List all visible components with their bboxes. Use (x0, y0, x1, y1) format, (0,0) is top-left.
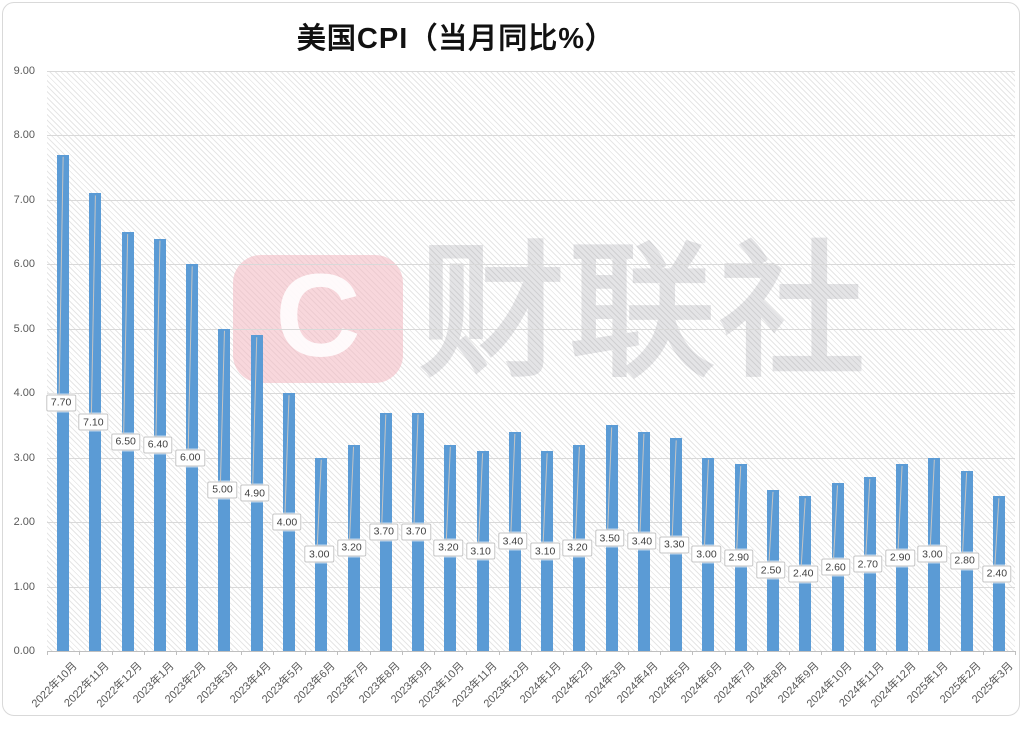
gridline (47, 393, 1015, 395)
data-label: 6.40 (143, 436, 173, 454)
data-label: 3.10 (465, 542, 496, 560)
chart-title: 美国CPI（当月同比%） (296, 23, 616, 55)
data-label: 3.70 (369, 523, 399, 541)
gridline (47, 71, 1015, 72)
axis-tick (756, 651, 758, 655)
axis-tick (176, 651, 178, 655)
data-label: 3.00 (691, 545, 722, 563)
axis-tick (724, 651, 726, 655)
y-tick-label: 2.00 (13, 516, 35, 529)
data-label: 3.20 (562, 539, 593, 557)
data-label: 3.20 (433, 539, 464, 557)
axis-tick (821, 651, 823, 655)
axis-tick (79, 651, 81, 655)
axis-tick (918, 651, 920, 655)
axis-tick (692, 651, 694, 655)
axis-tick (1015, 651, 1016, 655)
chart-card: 美国CPI（当月同比%） C 财联社 7.70 7.10 6.50 6.40 6.00 5… (2, 2, 1020, 716)
data-label: 2.70 (853, 555, 883, 573)
data-label: 7.70 (46, 394, 76, 412)
y-tick-label: 5.00 (13, 322, 35, 335)
logo-letter: C (275, 250, 361, 382)
data-label: 3.30 (659, 536, 689, 554)
data-label: 3.50 (594, 529, 625, 547)
axis-tick (466, 651, 468, 655)
axis-tick (47, 651, 48, 655)
axis-tick (337, 651, 339, 655)
axis-tick (305, 651, 307, 655)
axis-tick (853, 651, 855, 655)
data-label: 2.50 (756, 561, 786, 579)
axis-tick (369, 651, 371, 655)
gridline (47, 135, 1015, 137)
gridline (47, 586, 1015, 588)
data-label: 2.80 (949, 552, 980, 570)
axis-tick (950, 651, 952, 655)
axis-tick (240, 651, 242, 655)
data-label: 3.00 (304, 545, 334, 563)
y-tick-label: 6.00 (13, 258, 35, 271)
axis-tick (563, 651, 565, 655)
y-tick-label: 7.00 (13, 193, 35, 206)
watermark: C 财联社 (47, 71, 1015, 651)
data-label: 5.00 (207, 481, 238, 499)
data-label: 2.90 (885, 549, 915, 567)
data-label: 4.90 (240, 484, 270, 502)
gridline (47, 457, 1015, 459)
axis-tick (660, 651, 662, 655)
axis-tick (498, 651, 500, 655)
data-label: 3.40 (627, 532, 657, 550)
axis-tick (982, 651, 984, 655)
data-label: 4.00 (272, 513, 302, 531)
data-label: 2.40 (982, 565, 1012, 583)
axis-tick (208, 651, 210, 655)
data-label: 3.20 (336, 539, 367, 557)
y-tick-label: 4.00 (13, 387, 35, 400)
axis-tick (531, 651, 532, 655)
data-label: 3.10 (530, 542, 560, 560)
watermark-text: 财联社 (419, 231, 869, 394)
gridline (47, 328, 1015, 330)
data-label: 3.40 (498, 532, 528, 550)
axis-tick (272, 651, 274, 655)
gridline (47, 264, 1015, 266)
data-label: 2.60 (820, 558, 851, 576)
axis-tick (595, 651, 597, 655)
y-tick-label: 3.00 (13, 451, 35, 464)
data-label: 7.10 (78, 413, 109, 431)
y-tick-label: 0.00 (13, 645, 35, 657)
data-label: 3.00 (917, 545, 948, 563)
data-label: 2.90 (724, 549, 754, 567)
gridline (47, 522, 1015, 524)
axis-tick (401, 651, 403, 655)
axis-tick (885, 651, 887, 655)
y-tick-label: 8.00 (13, 129, 35, 142)
data-label: 6.00 (175, 449, 205, 467)
data-label: 3.70 (401, 523, 431, 541)
axis-tick (789, 651, 791, 655)
axis-tick (627, 651, 629, 655)
axis-tick (434, 651, 436, 655)
plot-area: C 财联社 7.70 7.10 6.50 6.40 6.00 5.00 4.90 4.00 3.… (46, 71, 1015, 652)
axis-tick (111, 651, 113, 655)
y-tick-label: 9.00 (13, 65, 35, 77)
data-label: 2.40 (788, 565, 818, 583)
y-tick-label: 1.00 (13, 580, 35, 593)
gridline (47, 199, 1015, 201)
data-label: 6.50 (110, 433, 141, 451)
axis-tick (143, 651, 145, 655)
